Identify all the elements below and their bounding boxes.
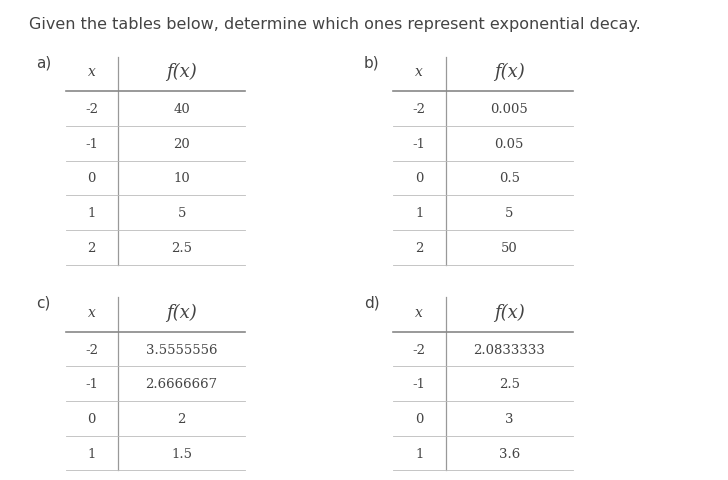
Text: 5: 5 — [505, 206, 513, 220]
Text: 2.5: 2.5 — [499, 377, 520, 391]
Text: 2: 2 — [178, 412, 186, 425]
Text: 0.5: 0.5 — [499, 172, 520, 185]
Text: -1: -1 — [85, 137, 98, 151]
Text: Given the tables below, determine which ones represent exponential decay.: Given the tables below, determine which … — [29, 17, 641, 32]
Text: 10: 10 — [173, 172, 190, 185]
Text: 40: 40 — [173, 103, 190, 116]
Text: 3: 3 — [505, 412, 513, 425]
Text: f(x): f(x) — [166, 63, 197, 81]
Text: 1: 1 — [87, 206, 96, 220]
Text: 2: 2 — [415, 241, 424, 254]
Text: -2: -2 — [413, 103, 426, 116]
Text: x: x — [88, 305, 95, 319]
Text: 0.05: 0.05 — [494, 137, 524, 151]
Text: 1.5: 1.5 — [171, 446, 192, 460]
Text: x: x — [88, 65, 95, 79]
Text: 0: 0 — [415, 412, 424, 425]
Text: 0: 0 — [87, 412, 96, 425]
Text: f(x): f(x) — [166, 303, 197, 321]
Text: 2.6666667: 2.6666667 — [146, 377, 218, 391]
Text: 20: 20 — [173, 137, 190, 151]
Text: x: x — [416, 305, 423, 319]
Text: f(x): f(x) — [494, 63, 525, 81]
Text: 0: 0 — [415, 172, 424, 185]
Text: f(x): f(x) — [494, 303, 525, 321]
Text: -1: -1 — [413, 137, 426, 151]
Text: 0.005: 0.005 — [491, 103, 528, 116]
Text: 2: 2 — [87, 241, 96, 254]
Text: 2.0833333: 2.0833333 — [473, 343, 545, 356]
Text: x: x — [416, 65, 423, 79]
Text: 3.6: 3.6 — [499, 446, 520, 460]
Text: -2: -2 — [413, 343, 426, 356]
Text: 3.5555556: 3.5555556 — [146, 343, 218, 356]
Text: 50: 50 — [501, 241, 518, 254]
Text: c): c) — [36, 295, 51, 310]
Text: d): d) — [364, 295, 379, 310]
Text: -2: -2 — [85, 103, 98, 116]
Text: 2.5: 2.5 — [171, 241, 192, 254]
Text: 1: 1 — [415, 206, 424, 220]
Text: 1: 1 — [87, 446, 96, 460]
Text: a): a) — [36, 55, 52, 70]
Text: 1: 1 — [415, 446, 424, 460]
Text: b): b) — [364, 55, 379, 70]
Text: -2: -2 — [85, 343, 98, 356]
Text: -1: -1 — [413, 377, 426, 391]
Text: 0: 0 — [87, 172, 96, 185]
Text: 5: 5 — [178, 206, 186, 220]
Text: -1: -1 — [85, 377, 98, 391]
